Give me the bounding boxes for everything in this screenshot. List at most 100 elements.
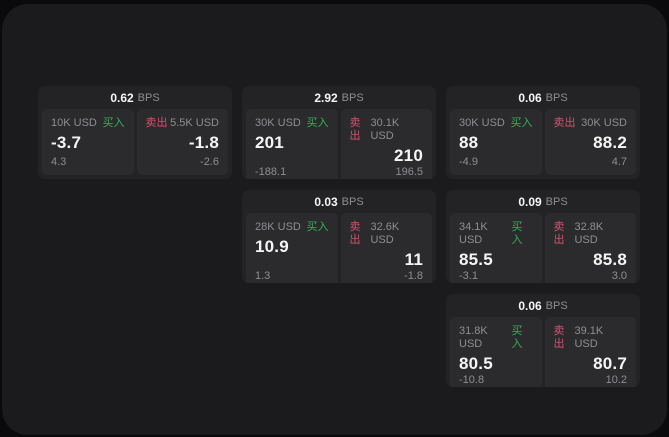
sell-size: 32.6K USD <box>370 221 400 246</box>
buy-change: -3.1 <box>459 270 478 282</box>
buy-tile[interactable]: 10K USD 买入 -3.7 4.3 <box>42 109 134 175</box>
buy-price: 85.5 <box>459 250 493 269</box>
buy-label: 买入 <box>306 117 329 129</box>
sell-size: 30K USD <box>581 117 627 129</box>
buy-price: 201 <box>255 133 284 152</box>
sell-label: 卖出 <box>145 117 168 129</box>
sell-tile-top: 卖出 30K USD <box>554 117 628 130</box>
sell-tile[interactable]: 卖出 30K USD 88.2 4.7 <box>544 109 636 175</box>
quote-card-body: 28K USD 买入 10.9 1.3 卖出 32.6K USD 11 -1.8 <box>242 213 436 283</box>
buy-change: 4.3 <box>51 156 67 168</box>
buy-change: -4.9 <box>459 156 478 168</box>
bps-value: 0.06 <box>518 298 542 313</box>
buy-tile-top: 30K USD 买入 <box>255 117 329 130</box>
quotes-panel: 0.62 BPS 10K USD 买入 -3.7 4.3 卖出 5.5K USD <box>2 4 667 435</box>
quote-card-body: 30K USD 买入 88 -4.9 卖出 30K USD 88.2 4.7 <box>446 109 640 179</box>
sell-tile-top: 卖出 32.8K USD <box>554 221 628 247</box>
quote-card: 0.62 BPS 10K USD 买入 -3.7 4.3 卖出 5.5K USD <box>38 86 232 179</box>
buy-price: 10.9 <box>255 237 289 256</box>
sell-label: 卖出 <box>349 117 361 142</box>
sell-change: 10.2 <box>605 374 627 386</box>
bps-header: 2.92 BPS <box>242 86 436 109</box>
buy-tile-top: 10K USD 买入 <box>51 117 125 130</box>
buy-tile[interactable]: 31.8K USD 买入 80.5 -10.8 <box>450 317 542 387</box>
sell-change: -2.6 <box>200 156 219 168</box>
bps-value: 2.92 <box>314 90 338 105</box>
buy-label: 买入 <box>511 325 523 350</box>
sell-price: 80.7 <box>593 354 627 373</box>
quote-card-body: 10K USD 买入 -3.7 4.3 卖出 5.5K USD -1.8 -2.… <box>38 109 232 179</box>
sell-change: -1.8 <box>404 270 423 282</box>
buy-tile[interactable]: 30K USD 买入 201 -188.1 <box>246 109 338 179</box>
buy-tile[interactable]: 30K USD 买入 88 -4.9 <box>450 109 542 175</box>
quote-card: 0.09 BPS 34.1K USD 买入 85.5 -3.1 卖出 32.8K… <box>446 190 640 283</box>
sell-tile[interactable]: 卖出 39.1K USD 80.7 10.2 <box>544 317 636 387</box>
sell-tile[interactable]: 卖出 5.5K USD -1.8 -2.6 <box>136 109 228 175</box>
buy-label: 买入 <box>510 117 533 129</box>
sell-label: 卖出 <box>553 117 576 129</box>
buy-size: 10K USD <box>51 117 97 129</box>
sell-price: -1.8 <box>188 133 219 152</box>
buy-tile-top: 30K USD 买入 <box>459 117 533 130</box>
sell-size: 39.1K USD <box>574 325 604 350</box>
buy-size: 34.1K USD <box>459 221 488 246</box>
sell-size: 30.1K USD <box>370 117 400 142</box>
quotes-grid: 0.62 BPS 10K USD 买入 -3.7 4.3 卖出 5.5K USD <box>38 86 640 387</box>
buy-size: 30K USD <box>255 117 301 129</box>
buy-price: -3.7 <box>51 133 82 152</box>
buy-change: -188.1 <box>255 166 287 178</box>
buy-change: 1.3 <box>255 270 271 282</box>
bps-value: 0.03 <box>314 194 338 209</box>
quote-card-body: 34.1K USD 买入 85.5 -3.1 卖出 32.8K USD 85.8… <box>446 213 640 283</box>
buy-label: 买入 <box>102 117 125 129</box>
buy-change: -10.8 <box>459 374 485 386</box>
sell-tile-top: 卖出 32.6K USD <box>350 221 424 247</box>
sell-tile[interactable]: 卖出 32.8K USD 85.8 3.0 <box>544 213 636 283</box>
sell-label: 卖出 <box>553 325 565 350</box>
sell-price: 88.2 <box>593 133 627 152</box>
bps-header: 0.62 BPS <box>38 86 232 109</box>
sell-tile[interactable]: 卖出 32.6K USD 11 -1.8 <box>340 213 432 283</box>
bps-value: 0.62 <box>110 90 134 105</box>
buy-size: 31.8K USD <box>459 325 488 350</box>
buy-tile[interactable]: 28K USD 买入 10.9 1.3 <box>246 213 338 283</box>
sell-label: 卖出 <box>553 221 565 246</box>
quote-card: 0.06 BPS 30K USD 买入 88 -4.9 卖出 30K USD <box>446 86 640 179</box>
sell-tile-top: 卖出 5.5K USD <box>146 117 220 130</box>
buy-price: 80.5 <box>459 354 493 373</box>
buy-tile-top: 28K USD 买入 <box>255 221 329 234</box>
sell-label: 卖出 <box>349 221 361 246</box>
sell-price: 210 <box>394 146 423 165</box>
sell-price: 85.8 <box>593 250 627 269</box>
bps-suffix-label: BPS <box>545 91 568 104</box>
buy-size: 30K USD <box>459 117 505 129</box>
buy-size: 28K USD <box>255 221 301 233</box>
buy-label: 买入 <box>306 221 329 233</box>
bps-suffix-label: BPS <box>341 195 364 208</box>
quote-card: 2.92 BPS 30K USD 买入 201 -188.1 卖出 30.1K … <box>242 86 436 179</box>
sell-tile-top: 卖出 30.1K USD <box>350 117 424 143</box>
bps-header: 0.03 BPS <box>242 190 436 213</box>
bps-suffix-label: BPS <box>545 299 568 312</box>
bps-value: 0.06 <box>518 90 542 105</box>
bps-header: 0.09 BPS <box>446 190 640 213</box>
sell-tile-top: 卖出 39.1K USD <box>554 325 628 351</box>
bps-value: 0.09 <box>518 194 542 209</box>
bps-header: 0.06 BPS <box>446 86 640 109</box>
sell-change: 4.7 <box>611 156 627 168</box>
sell-size: 32.8K USD <box>574 221 604 246</box>
bps-header: 0.06 BPS <box>446 294 640 317</box>
sell-tile[interactable]: 卖出 30.1K USD 210 196.5 <box>340 109 432 179</box>
buy-tile[interactable]: 34.1K USD 买入 85.5 -3.1 <box>450 213 542 283</box>
quote-card-body: 31.8K USD 买入 80.5 -10.8 卖出 39.1K USD 80.… <box>446 317 640 387</box>
bps-suffix-label: BPS <box>545 195 568 208</box>
sell-size: 5.5K USD <box>170 117 219 129</box>
quote-card-body: 30K USD 买入 201 -188.1 卖出 30.1K USD 210 1… <box>242 109 436 179</box>
quote-card: 0.03 BPS 28K USD 买入 10.9 1.3 卖出 32.6K US… <box>242 190 436 283</box>
quote-card: 0.06 BPS 31.8K USD 买入 80.5 -10.8 卖出 39.1… <box>446 294 640 387</box>
buy-price: 88 <box>459 133 479 152</box>
bps-suffix-label: BPS <box>137 91 160 104</box>
buy-tile-top: 34.1K USD 买入 <box>459 221 533 247</box>
buy-label: 买入 <box>511 221 523 246</box>
sell-change: 196.5 <box>395 166 423 178</box>
